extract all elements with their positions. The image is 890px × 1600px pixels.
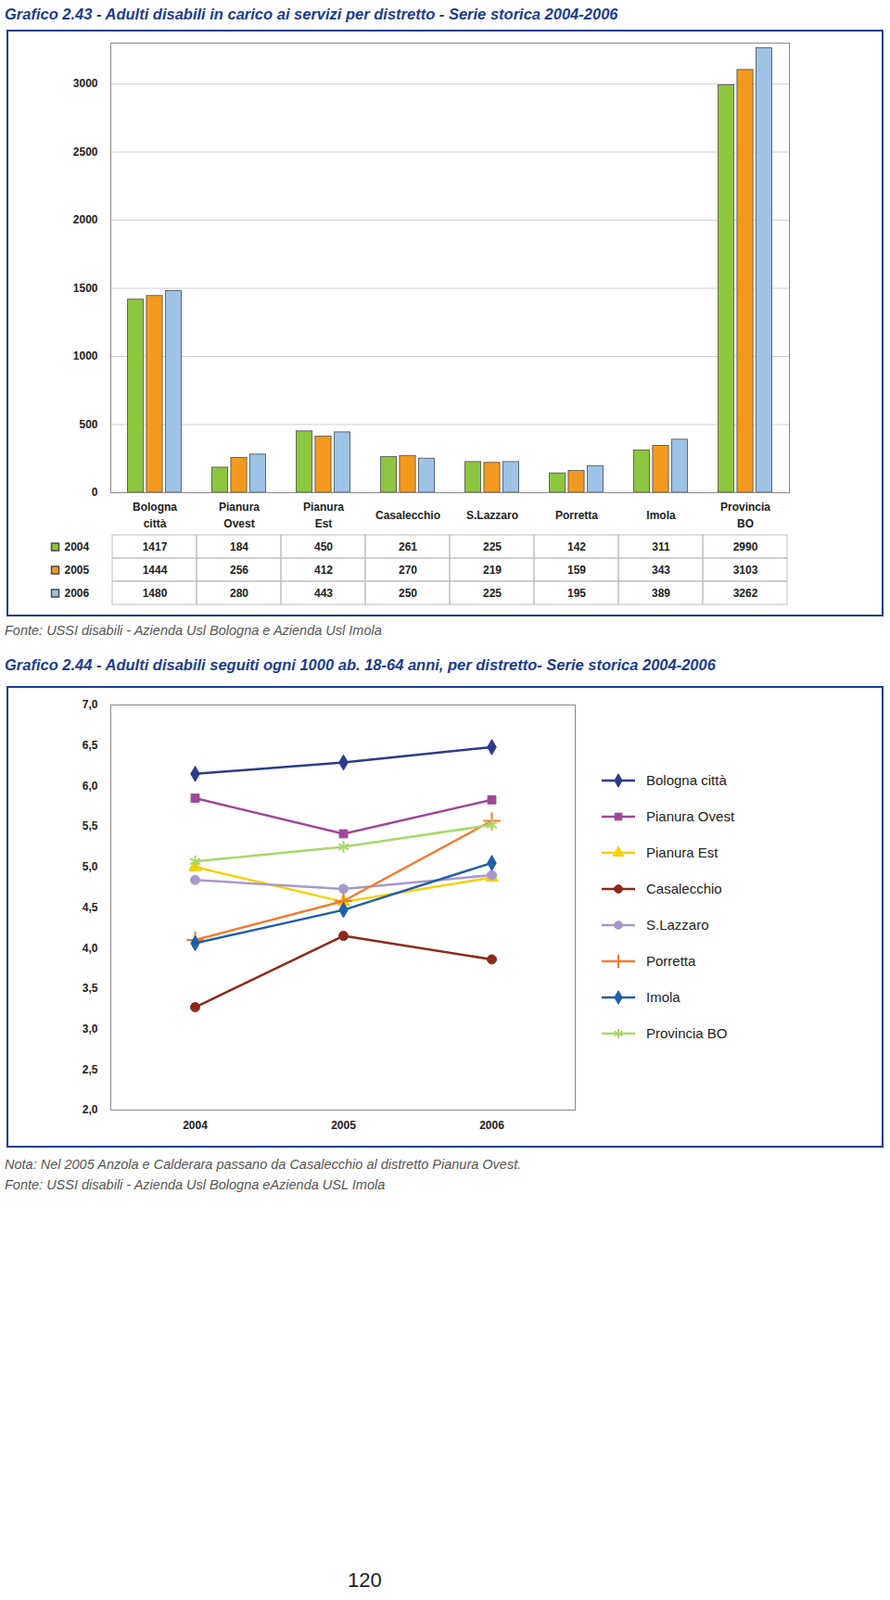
svg-text:195: 195 xyxy=(567,586,586,600)
html-text:Nota: Nel 2005 Anzola e Calder: Nota: Nel 2005 Anzola e Calderara passan… xyxy=(4,1157,522,1172)
html-text:S.Lazzaro: S.Lazzaro xyxy=(646,916,709,933)
svg-text:1480: 1480 xyxy=(142,586,168,600)
svg-text:225: 225 xyxy=(483,540,502,554)
svg-text:2,0: 2,0 xyxy=(82,1103,99,1117)
svg-text:343: 343 xyxy=(651,563,671,577)
html-text:Grafico 2.43 - Adulti disabili: Grafico 2.43 - Adulti disabili in carico… xyxy=(4,5,618,23)
svg-text:3,5: 3,5 xyxy=(82,981,99,995)
svg-text:500: 500 xyxy=(78,418,98,432)
html-text:Porretta: Porretta xyxy=(646,953,696,969)
html-text:120: 120 xyxy=(347,1568,382,1592)
svg-text:Casalecchio: Casalecchio xyxy=(375,508,441,522)
svg-text:450: 450 xyxy=(314,540,333,554)
svg-text:Bolognacittà: Bolognacittà xyxy=(132,500,178,530)
svg-text:250: 250 xyxy=(398,586,418,600)
svg-text:4,5: 4,5 xyxy=(82,901,99,915)
svg-text:1444: 1444 xyxy=(142,563,168,577)
svg-text:219: 219 xyxy=(483,563,502,577)
svg-text:6,0: 6,0 xyxy=(82,779,99,793)
svg-text:2005: 2005 xyxy=(330,1118,356,1132)
html-text:Casalecchio: Casalecchio xyxy=(646,880,722,897)
html-text:Imola: Imola xyxy=(646,989,681,1005)
svg-text:ProvinciaBO: ProvinciaBO xyxy=(720,500,771,530)
svg-text:389: 389 xyxy=(651,586,671,600)
html-text:Fonte: USSI disabili - Azienda: Fonte: USSI disabili - Azienda Usl Bolog… xyxy=(4,1177,386,1193)
svg-text:3,0: 3,0 xyxy=(82,1022,99,1036)
svg-text:2500: 2500 xyxy=(73,145,99,159)
svg-text:PianuraOvest: PianuraOvest xyxy=(218,500,260,530)
svg-text:Imola: Imola xyxy=(646,508,676,522)
svg-text:256: 256 xyxy=(229,563,249,577)
svg-text:2004: 2004 xyxy=(182,1118,208,1132)
svg-text:0: 0 xyxy=(91,485,99,499)
svg-text:2000: 2000 xyxy=(73,213,99,227)
svg-text:4,0: 4,0 xyxy=(82,941,99,955)
svg-text:311: 311 xyxy=(651,540,671,554)
html-text:Fonte: USSI disabili - Azienda: Fonte: USSI disabili - Azienda Usl Bolog… xyxy=(4,623,382,638)
html-text:Bologna città: Bologna città xyxy=(646,772,727,789)
html-text:Pianura Est: Pianura Est xyxy=(646,844,719,861)
html-text:Pianura Ovest: Pianura Ovest xyxy=(646,808,735,825)
svg-text:6,5: 6,5 xyxy=(82,738,99,752)
svg-text:2005: 2005 xyxy=(64,563,90,577)
svg-text:1417: 1417 xyxy=(142,540,168,554)
svg-text:184: 184 xyxy=(229,540,249,554)
svg-text:270: 270 xyxy=(398,563,418,577)
svg-text:159: 159 xyxy=(567,563,586,577)
svg-text:S.Lazzaro: S.Lazzaro xyxy=(466,508,519,522)
svg-text:2004: 2004 xyxy=(64,540,90,554)
svg-text:2,5: 2,5 xyxy=(82,1063,99,1077)
svg-text:5,5: 5,5 xyxy=(82,819,99,833)
svg-text:2006: 2006 xyxy=(479,1118,505,1132)
svg-text:Porretta: Porretta xyxy=(555,508,598,522)
svg-text:280: 280 xyxy=(229,586,249,600)
svg-text:225: 225 xyxy=(483,586,502,600)
svg-text:2006: 2006 xyxy=(64,586,90,600)
svg-text:2990: 2990 xyxy=(733,540,759,554)
html-text:Provincia BO: Provincia BO xyxy=(646,1025,728,1042)
svg-text:5,0: 5,0 xyxy=(82,860,99,874)
svg-text:3000: 3000 xyxy=(73,76,99,90)
html-text:Grafico 2.44 - Adulti disabili: Grafico 2.44 - Adulti disabili seguiti o… xyxy=(4,656,716,674)
svg-text:7,0: 7,0 xyxy=(82,698,99,712)
svg-text:PianuraEst: PianuraEst xyxy=(303,500,344,530)
svg-text:142: 142 xyxy=(567,540,586,554)
svg-text:412: 412 xyxy=(314,563,333,577)
svg-text:443: 443 xyxy=(314,586,333,600)
svg-text:3262: 3262 xyxy=(733,586,759,600)
svg-text:3103: 3103 xyxy=(733,563,759,577)
svg-text:1000: 1000 xyxy=(73,349,99,363)
svg-text:1500: 1500 xyxy=(73,281,99,295)
svg-text:261: 261 xyxy=(398,540,418,554)
